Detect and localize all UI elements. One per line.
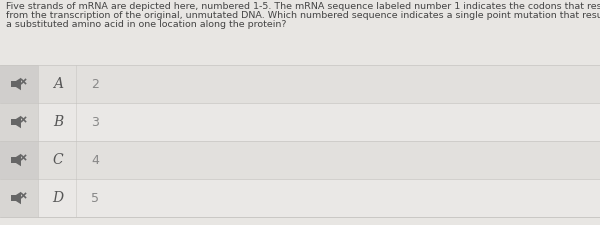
Bar	[0, 103, 600, 141]
Bar	[0, 141, 600, 179]
Bar	[11, 195, 16, 201]
Text: 4: 4	[91, 153, 99, 166]
Bar	[0, 179, 38, 217]
Bar	[0, 179, 600, 217]
Text: C: C	[53, 153, 64, 167]
Bar	[11, 119, 16, 125]
Bar	[0, 141, 38, 179]
Text: 3: 3	[91, 115, 99, 128]
Text: D: D	[52, 191, 64, 205]
Text: a substituted amino acid in one location along the protein?: a substituted amino acid in one location…	[6, 20, 287, 29]
Polygon shape	[16, 154, 21, 166]
Bar	[0, 65, 600, 103]
Text: from the transcription of the original, unmutated DNA. Which numbered sequence i: from the transcription of the original, …	[6, 11, 600, 20]
Text: 2: 2	[91, 77, 99, 90]
Text: Five strands of mRNA are depicted here, numbered 1-5. The mRNA sequence labeled : Five strands of mRNA are depicted here, …	[6, 2, 600, 11]
Bar	[11, 81, 16, 87]
Polygon shape	[16, 116, 21, 128]
Text: A: A	[53, 77, 63, 91]
Bar	[11, 157, 16, 163]
Text: 5: 5	[91, 191, 99, 205]
Bar	[0, 65, 38, 103]
Polygon shape	[16, 192, 21, 204]
Text: B: B	[53, 115, 63, 129]
Bar	[0, 103, 38, 141]
Polygon shape	[16, 78, 21, 90]
